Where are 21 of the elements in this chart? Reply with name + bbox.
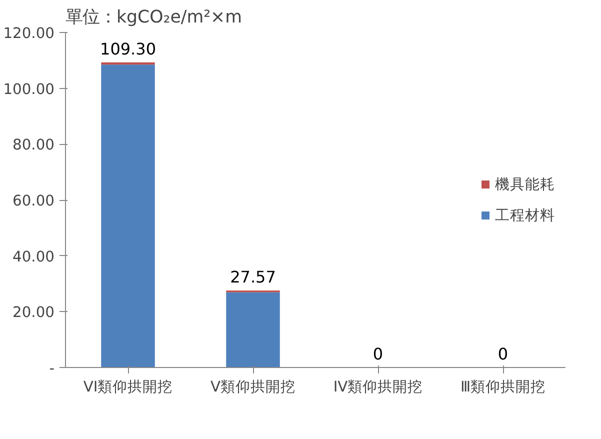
y-tick-label: 60.00 bbox=[12, 192, 55, 210]
legend-label: 機具能耗 bbox=[495, 174, 555, 194]
chart-title: 單位：kgCO₂e/m²×m bbox=[66, 8, 242, 28]
x-tick-label: IV類仰拱開挖 bbox=[333, 378, 423, 396]
bar bbox=[226, 292, 280, 368]
bar bbox=[101, 62, 155, 65]
y-tick-label: 80.00 bbox=[12, 136, 55, 154]
total-label: 0 bbox=[372, 344, 384, 364]
y-tick-label: 20.00 bbox=[12, 304, 55, 322]
x-tick-label: VI類仰拱開挖 bbox=[83, 378, 173, 396]
bar bbox=[101, 64, 155, 368]
x-tick-label: Ⅲ類仰拱開挖 bbox=[460, 378, 546, 396]
legend-label: 工程材料 bbox=[495, 206, 555, 224]
y-tick-label: 40.00 bbox=[12, 248, 55, 266]
y-tick-label: 120.00 bbox=[3, 25, 55, 42]
y-tick-label: 100.00 bbox=[3, 80, 55, 98]
x-tick-label: V類仰拱開挖 bbox=[210, 378, 296, 396]
total-label: 27.57 bbox=[230, 268, 276, 287]
total-label: 0 bbox=[498, 344, 508, 364]
y-tick-label: - bbox=[49, 360, 55, 377]
total-label: 109.30 bbox=[100, 39, 156, 58]
